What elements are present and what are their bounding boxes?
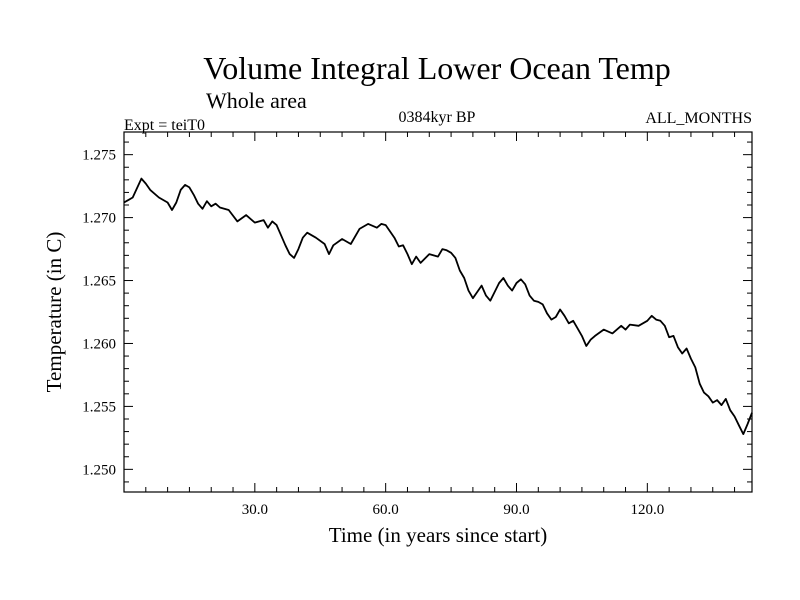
y-tick-label: 1.250 — [82, 462, 116, 478]
y-axis-ticks: 1.250 1.255 1.260 1.265 1.270 1.275 — [82, 141, 752, 483]
y-tick-label: 1.265 — [82, 274, 116, 290]
x-tick-label: 30.0 — [242, 502, 268, 518]
x-axis-ticks: 30.0 60.0 90.0 120.0 — [145, 132, 736, 518]
y-tick-label: 1.255 — [82, 399, 116, 415]
x-tick-label: 90.0 — [503, 502, 529, 518]
temperature-series-line — [123, 177, 753, 435]
x-tick-label: 120.0 — [630, 502, 664, 518]
x-tick-label: 60.0 — [373, 502, 399, 518]
y-tick-label: 1.270 — [82, 211, 116, 227]
x-axis-label: Time (in years since start) — [329, 523, 548, 547]
period-label: 0384kyr BP — [399, 109, 476, 126]
y-tick-label: 1.275 — [82, 148, 116, 164]
plot-frame — [123, 131, 753, 493]
y-axis-label: Temperature (in C) — [42, 232, 66, 393]
y-tick-label: 1.260 — [82, 336, 116, 352]
chart-subtitle: Whole area — [206, 88, 307, 113]
months-label: ALL_MONTHS — [645, 110, 752, 127]
chart-title: Volume Integral Lower Ocean Temp — [203, 50, 671, 86]
expt-label: Expt = teiT0 — [124, 117, 205, 134]
